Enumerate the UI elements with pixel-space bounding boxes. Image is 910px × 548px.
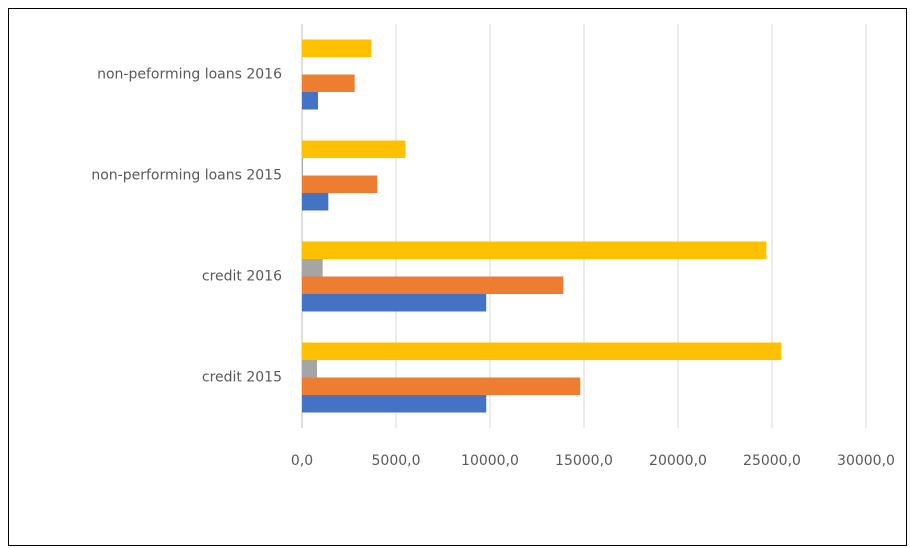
bar [302,259,323,277]
bar [302,140,406,158]
x-tick-label: 30000,0 [837,453,895,469]
bar [302,342,782,360]
bar [302,395,487,413]
bar [302,294,487,312]
x-tick-label: 5000,0 [372,453,421,469]
x-tick-label: 20000,0 [649,453,707,469]
bar [302,193,329,211]
bar [302,360,318,378]
x-tick-label: 0,0 [291,453,313,469]
y-tick-label: credit 2016 [202,269,282,285]
bar [302,158,303,176]
bar [302,92,318,110]
y-tick-label: non-performing loans 2015 [91,168,282,184]
bar [302,276,564,294]
y-tick-label: credit 2015 [202,370,282,386]
x-tick-label: 25000,0 [743,453,801,469]
bar [302,74,355,92]
x-tick-label: 15000,0 [555,453,613,469]
x-tick-label: 10000,0 [461,453,519,469]
bar [302,39,372,57]
y-tick-label: non-peforming loans 2016 [97,67,282,83]
bar [302,377,581,395]
bar [302,241,767,259]
bar [302,175,378,193]
